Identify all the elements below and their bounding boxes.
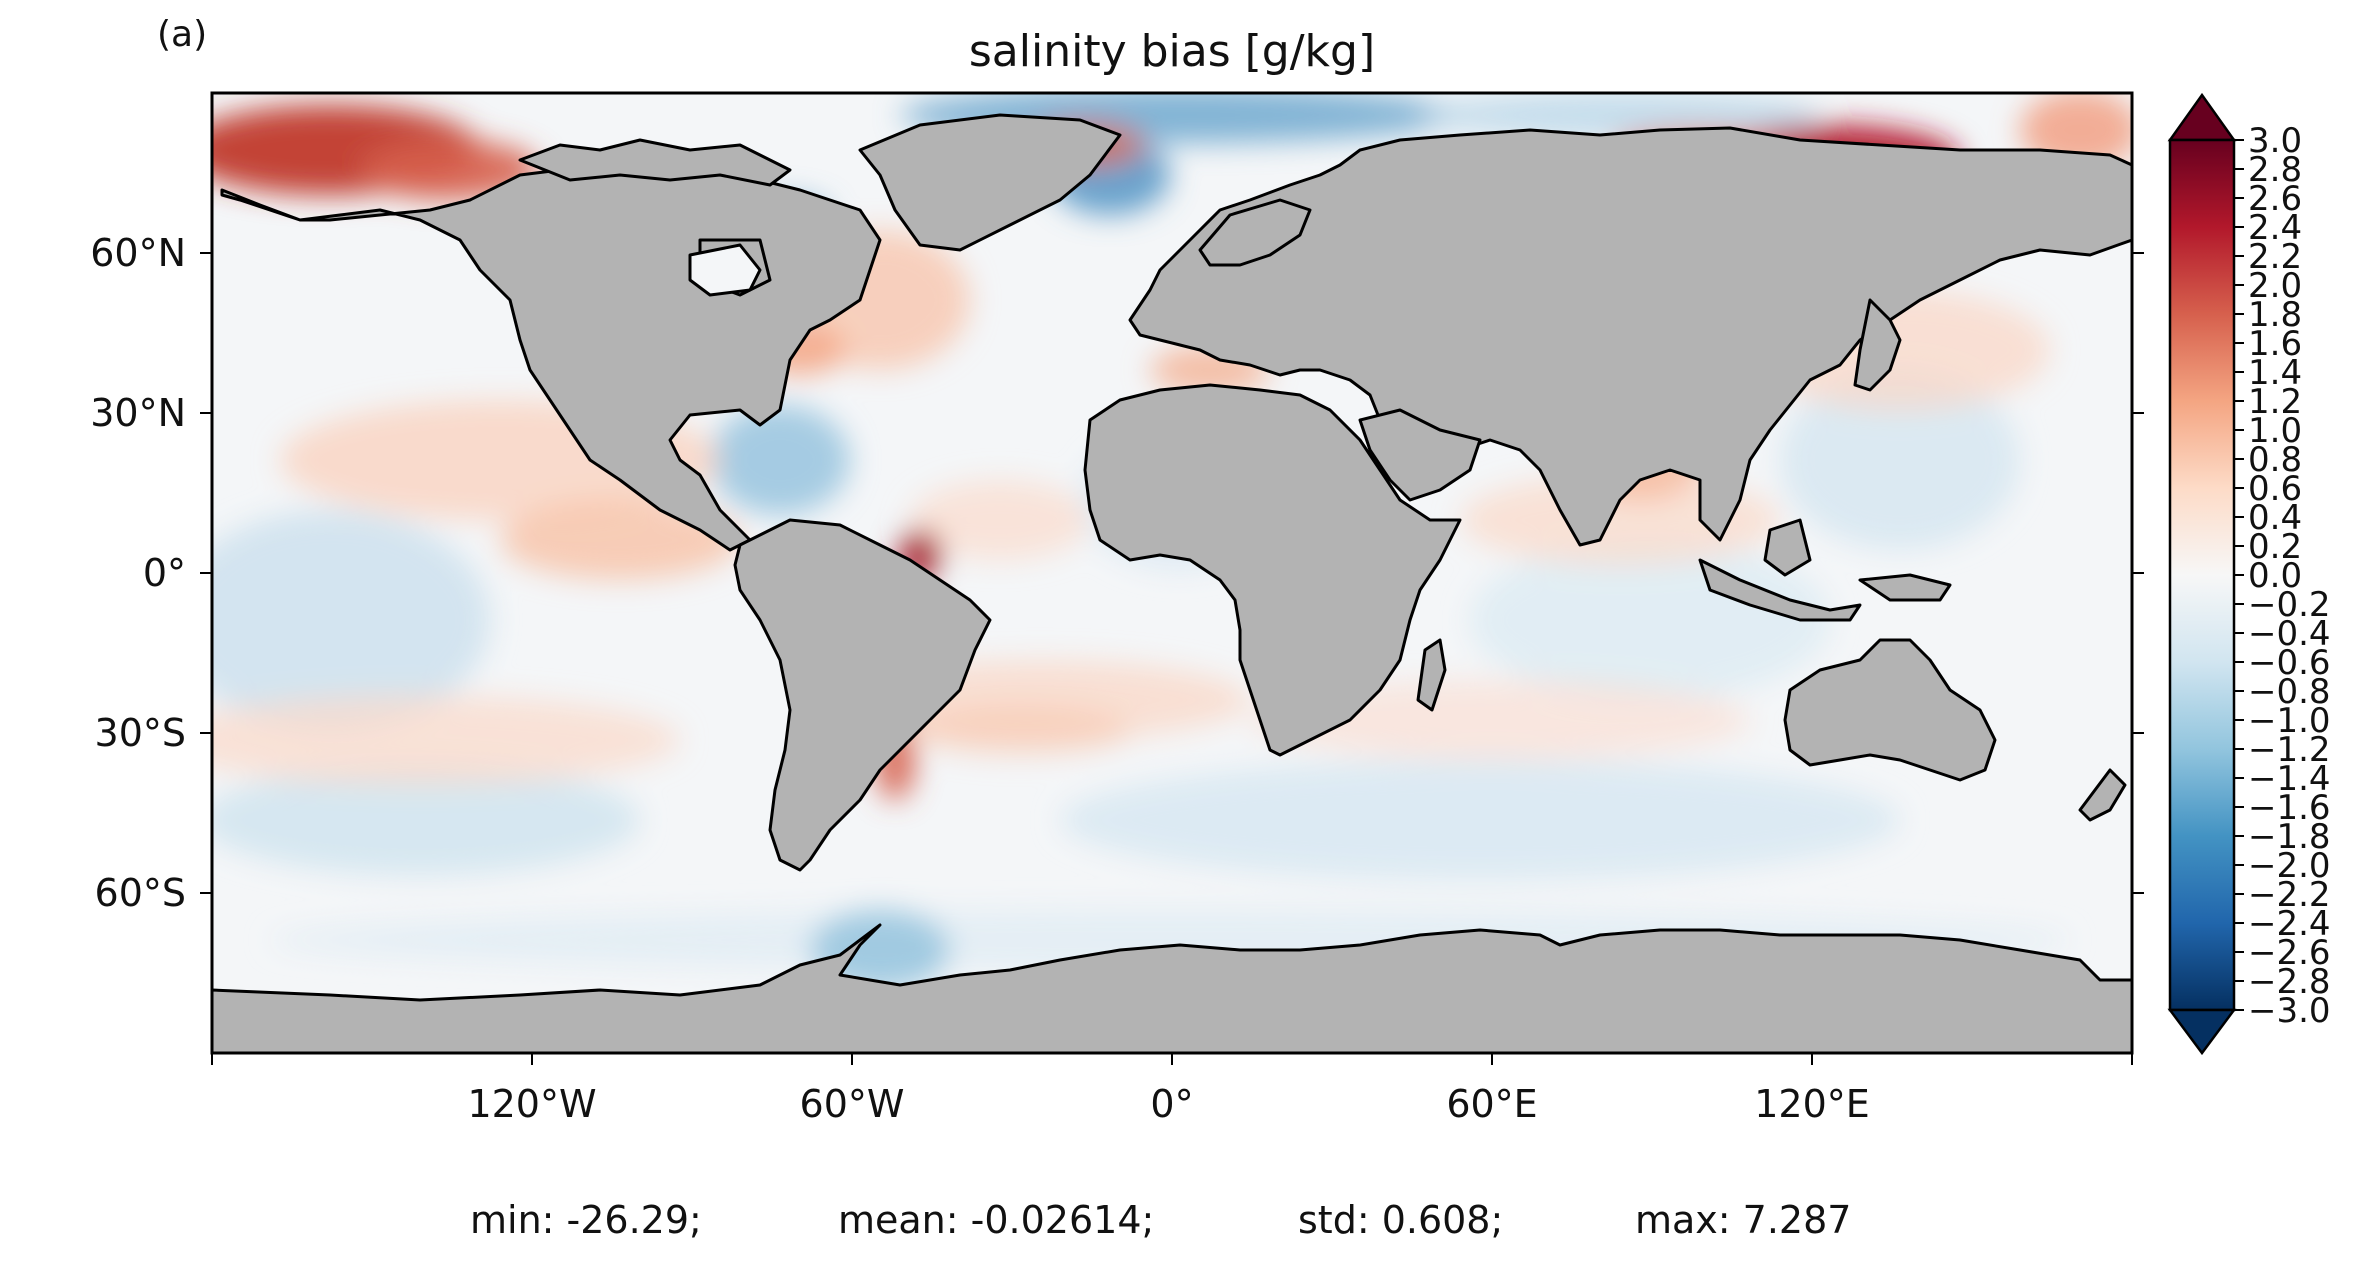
colorbar-tick-label: 1.8 bbox=[2248, 295, 2302, 335]
africa bbox=[1083, 383, 1462, 757]
stat-max: max: 7.287 bbox=[1635, 1198, 1852, 1242]
colorbar-tick-label: 0.0 bbox=[2248, 556, 2302, 596]
colorbar-tick-label: 1.4 bbox=[2248, 353, 2302, 393]
colorbar-tick-label: −1.8 bbox=[2248, 817, 2331, 857]
colorbar-tick-label: −0.8 bbox=[2248, 672, 2331, 712]
y-tick-60s: 60°S bbox=[95, 871, 186, 915]
colorbar-tick-label: 2.2 bbox=[2248, 237, 2302, 277]
colorbar-tick-label: −0.4 bbox=[2248, 614, 2331, 654]
eurasia bbox=[1128, 126, 2132, 547]
colorbar-body bbox=[2168, 138, 2236, 1012]
colorbar-tick-label: 2.8 bbox=[2248, 150, 2302, 190]
colorbar-tick-label: 0.6 bbox=[2248, 469, 2302, 509]
x-tick-0: 0° bbox=[1150, 1082, 1193, 1126]
colorbar-tick-label: −2.6 bbox=[2248, 933, 2331, 973]
scandinavia bbox=[1198, 198, 1312, 267]
colorbar-extend-high bbox=[2167, 92, 2237, 142]
colorbar-tick-label: 1.2 bbox=[2248, 382, 2302, 422]
y-tick-30s: 30°S bbox=[95, 711, 186, 755]
stat-mean: mean: -0.02614; bbox=[838, 1198, 1155, 1242]
panel-label: (a) bbox=[157, 14, 207, 55]
stat-min: min: -26.29; bbox=[470, 1198, 702, 1242]
arabia bbox=[1358, 408, 1482, 502]
map-area bbox=[212, 93, 2132, 1053]
colorbar-tick-label: −0.6 bbox=[2248, 643, 2331, 683]
colorbar-tick-label: 2.4 bbox=[2248, 208, 2302, 248]
colorbar-tick-label: −2.0 bbox=[2248, 846, 2331, 886]
colorbar-tick-label: −2.2 bbox=[2248, 875, 2331, 915]
antarctica bbox=[212, 923, 2132, 1053]
japan bbox=[1853, 298, 1902, 392]
australia bbox=[1783, 638, 1997, 782]
stat-std: std: 0.608; bbox=[1298, 1198, 1504, 1242]
colorbar-tick-label: −1.0 bbox=[2248, 701, 2331, 741]
x-tick-120e: 120°E bbox=[1754, 1082, 1870, 1126]
colorbar-tick-label: −1.6 bbox=[2248, 788, 2331, 828]
x-tick-60w: 60°W bbox=[800, 1082, 905, 1126]
colorbar-tick-label: 0.8 bbox=[2248, 440, 2302, 480]
colorbar-tick-label: −2.4 bbox=[2248, 904, 2331, 944]
land-masses bbox=[212, 113, 2132, 1053]
colorbar-tick-label: −2.8 bbox=[2248, 962, 2331, 1002]
y-tick-0: 0° bbox=[143, 551, 186, 595]
map-title: salinity bias [g/kg] bbox=[969, 26, 1375, 77]
colorbar-tick-label: 0.2 bbox=[2248, 527, 2302, 567]
colorbar-tick-label: −3.0 bbox=[2248, 991, 2331, 1031]
y-tick-labels: 60°N 30°N 0° 30°S 60°S bbox=[90, 231, 186, 915]
x-tick-60e: 60°E bbox=[1446, 1082, 1537, 1126]
colorbar-tick-label: −1.4 bbox=[2248, 759, 2331, 799]
y-tick-60n: 60°N bbox=[90, 231, 186, 275]
colorbar-extend-low bbox=[2167, 1008, 2237, 1056]
colorbar-tick-label: 2.6 bbox=[2248, 179, 2302, 219]
south-america bbox=[733, 518, 992, 872]
colorbar-tick-label: −0.2 bbox=[2248, 585, 2331, 625]
x-tick-labels: 120°W 60°W 0° 60°E 120°E bbox=[467, 1082, 1869, 1126]
arctic-islands bbox=[518, 138, 792, 187]
hudson-bay bbox=[688, 243, 762, 297]
colorbar-tick-label: 0.4 bbox=[2248, 498, 2302, 538]
new-zealand bbox=[2078, 768, 2127, 822]
colorbar-tick-label: 3.0 bbox=[2248, 121, 2302, 161]
x-tick-120w: 120°W bbox=[467, 1082, 596, 1126]
greenland bbox=[858, 113, 1122, 252]
colorbar-tick-label: 1.0 bbox=[2248, 411, 2302, 451]
colorbar: 3.02.82.62.42.22.01.81.61.41.21.00.80.60… bbox=[2167, 92, 2331, 1056]
colorbar-tick-label: −1.2 bbox=[2248, 730, 2331, 770]
colorbar-tick-label: 1.6 bbox=[2248, 324, 2302, 364]
map-ticks bbox=[200, 252, 2144, 1065]
statistics-line: min: -26.29; mean: -0.02614; std: 0.608;… bbox=[0, 1198, 2362, 1248]
colorbar-tick-label: 2.0 bbox=[2248, 266, 2302, 306]
colorbar-ticks: 3.02.82.62.42.22.01.81.61.41.21.00.80.60… bbox=[2234, 121, 2331, 1031]
indonesia bbox=[1698, 518, 1952, 622]
madagascar bbox=[1416, 638, 1447, 712]
y-tick-30n: 30°N bbox=[90, 391, 186, 435]
